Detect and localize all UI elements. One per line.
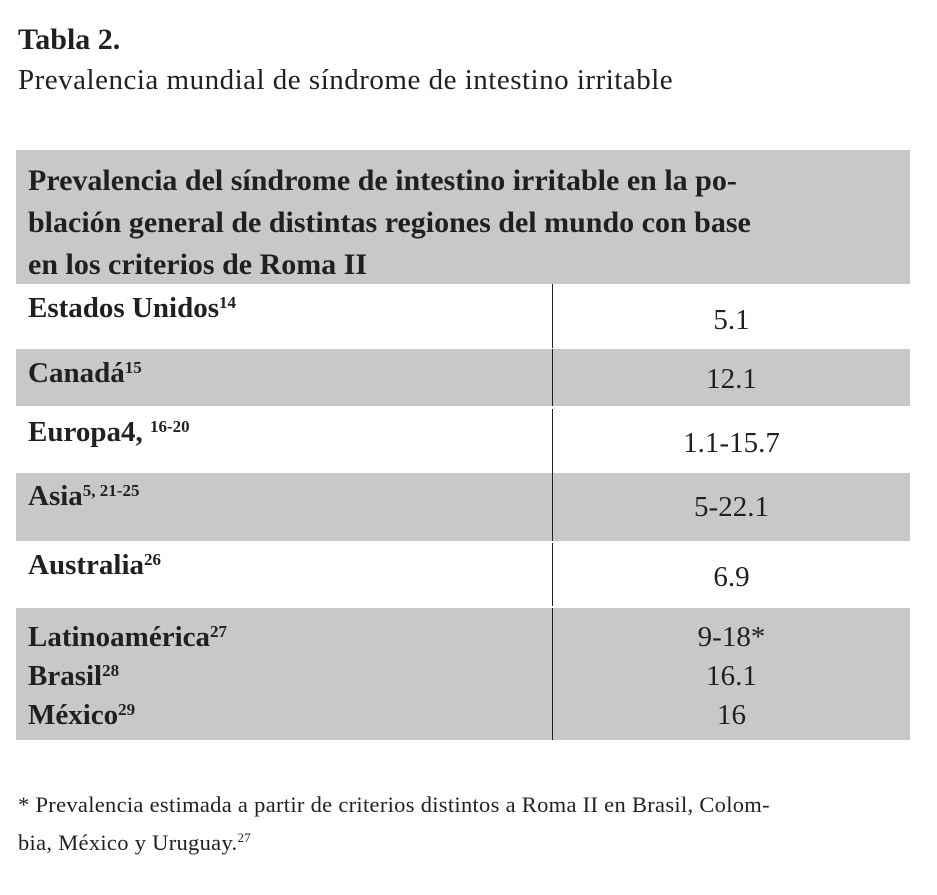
footnote-line: bia, México y Uruguay.27 [18, 824, 918, 862]
region-cell: Australia26 [16, 543, 553, 606]
prevalence-values: 9-18* 16.1 16 [553, 608, 910, 740]
table-row: Australia26 6.9 [16, 543, 910, 606]
region-line: México29 [28, 696, 552, 735]
region-cell: Asia5, 21-25 [16, 473, 553, 541]
region-name: Asia [28, 480, 83, 512]
prevalence-value: 16 [717, 699, 746, 731]
region-name: Latinoamérica [28, 621, 211, 653]
region-name: Brasil [28, 660, 103, 692]
table-row: Latinoamérica27 Brasil28 México29 9-18* … [16, 608, 910, 740]
region-name: Australia [28, 549, 144, 581]
footnote-text: bia, México y Uruguay. [18, 830, 238, 855]
prevalence-value: 5.1 [713, 304, 750, 336]
reference-number: 15 [124, 358, 142, 378]
prevalence-table: Prevalencia del síndrome de intestino ir… [16, 150, 910, 740]
table-row: Estados Unidos14 5.1 [16, 284, 910, 348]
reference-number: 27 [237, 829, 252, 845]
reference-number: 16-20 [149, 417, 190, 437]
table-row: Canadá15 12.1 [16, 349, 910, 406]
region-cell: Europa4, 16-20 [16, 409, 553, 473]
region-line: Brasil28 [28, 657, 552, 696]
reference-number: 27 [210, 622, 228, 642]
header-line: en los criterios de Roma II [28, 248, 368, 281]
region-cell: Latinoamérica27 Brasil28 México29 [16, 608, 553, 740]
prevalence-value: 6.9 [713, 561, 750, 593]
region-name: Estados Unidos [28, 292, 219, 324]
region-name: Europa4, [28, 416, 150, 448]
prevalence-value: 12.1 [706, 363, 757, 395]
table-label: Tabla 2. [18, 23, 121, 56]
region-cell: Canadá15 [16, 349, 553, 406]
reference-number: 26 [144, 550, 161, 570]
header-line: blación general de distintas regiones de… [28, 206, 751, 239]
region-name: México [28, 699, 119, 731]
table-row: Asia5, 21-25 5-22.1 [16, 473, 910, 541]
reference-number: 5, 21-25 [82, 481, 140, 501]
reference-number: 14 [219, 293, 236, 313]
table-header: Prevalencia del síndrome de intestino ir… [16, 150, 910, 284]
region-name: Canadá [28, 357, 125, 389]
prevalence-value: 5-22.1 [694, 491, 769, 523]
region-line: Latinoamérica27 [28, 618, 552, 657]
table-footnote: * Prevalencia estimada a partir de crite… [18, 786, 918, 862]
table-row: Europa4, 16-20 1.1-15.7 [16, 409, 910, 473]
reference-number: 29 [118, 700, 136, 720]
region-cell: Estados Unidos14 [16, 284, 553, 348]
prevalence-value: 9-18* [697, 621, 766, 653]
reference-number: 28 [102, 661, 120, 681]
footnote-line: * Prevalencia estimada a partir de crite… [18, 792, 770, 817]
header-line: Prevalencia del síndrome de intestino ir… [28, 164, 737, 197]
prevalence-value: 16.1 [706, 660, 757, 692]
table-subtitle: Prevalencia mundial de síndrome de intes… [18, 64, 674, 96]
prevalence-value: 1.1-15.7 [683, 427, 780, 459]
